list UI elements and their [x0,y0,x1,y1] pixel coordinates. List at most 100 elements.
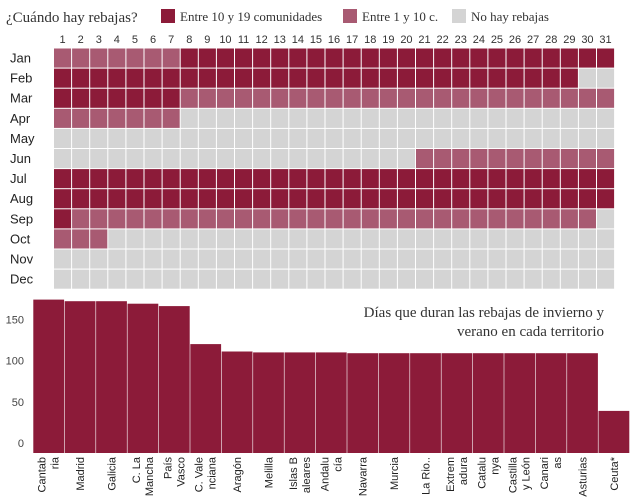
y-tick-label: 150 [6,314,24,326]
heatmap-cell [271,68,289,88]
month-label: Nov [10,252,34,267]
legend-label-all: Entre 10 y 19 comunidades [180,9,322,24]
heatmap-cell [379,149,397,169]
heatmap-cell [560,108,578,128]
heatmap-cell [397,108,415,128]
heatmap-cell [126,88,144,108]
heatmap-cell [235,229,253,249]
heatmap-cell [325,269,343,289]
heatmap-cell [506,88,524,108]
heatmap-cell [452,48,470,68]
heatmap-cell [597,48,615,68]
heatmap-cell [506,229,524,249]
month-label: Sep [10,211,33,226]
heatmap-cell [180,249,198,269]
heatmap-cell [542,169,560,189]
month-label: Jan [10,51,31,66]
heatmap-cell [434,209,452,229]
heatmap-cell [162,229,180,249]
category-label: Aragón [232,457,244,492]
heatmap-cell [379,68,397,88]
heatmap-cell [434,269,452,289]
day-label: 31 [599,34,611,46]
heatmap-cell [597,108,615,128]
heatmap-cell [361,169,379,189]
heatmap-cell [108,48,126,68]
heatmap-cell [452,269,470,289]
heatmap-cell [235,209,253,229]
heatmap-cell [361,149,379,169]
heatmap-cell [289,169,307,189]
heatmap-cell [379,269,397,289]
heatmap-cell [54,88,72,108]
heatmap-cell [289,249,307,269]
heatmap-cell [325,128,343,148]
heatmap-cell [144,88,162,108]
day-label: 1 [59,34,65,46]
heatmap-cell [289,88,307,108]
heatmap-cell [162,149,180,169]
heatmap-cell [162,108,180,128]
heatmap-cell [524,128,542,148]
heatmap-cell [54,108,72,128]
heatmap-cell [216,68,234,88]
heatmap-cell [253,128,271,148]
category-label: Galicia [107,456,119,491]
heatmap-cell [416,189,434,209]
heatmap-cell [162,269,180,289]
heatmap-cell [198,249,216,269]
heatmap-cell [144,269,162,289]
category-label: adura [458,456,470,485]
bar [347,353,379,453]
heatmap-cell [216,108,234,128]
day-label: 9 [204,34,210,46]
heatmap-cell [397,128,415,148]
heatmap-cell [597,229,615,249]
heatmap-cell [180,189,198,209]
heatmap-cell [90,189,108,209]
heatmap-cell [470,149,488,169]
month-label: Oct [10,231,31,246]
heatmap-cell [560,249,578,269]
heatmap-cell [325,209,343,229]
heatmap-cell [416,209,434,229]
heatmap-cell [343,88,361,108]
heatmap-cell [216,229,234,249]
heatmap-cell [72,149,90,169]
bar [33,299,65,453]
heatmap-cell [289,269,307,289]
heatmap-cell [361,229,379,249]
heatmap-cell [126,209,144,229]
heatmap-cell [162,48,180,68]
heatmap-cell [488,149,506,169]
heatmap-cell [307,229,325,249]
heatmap-cell [126,169,144,189]
heatmap-cell [90,169,108,189]
heatmap-cell [416,48,434,68]
heatmap-cell [271,269,289,289]
bar [96,301,127,453]
heatmap-cell [361,88,379,108]
heatmap-cell [108,269,126,289]
heatmap-cell [578,88,596,108]
heatmap-cell [524,169,542,189]
heatmap-cell [397,149,415,169]
y-tick-label: 0 [18,438,24,450]
heatmap-cell [470,189,488,209]
heatmap-cell [488,269,506,289]
heatmap-cell [343,249,361,269]
heatmap-cell [90,249,108,269]
heatmap-cell [452,128,470,148]
heatmap-cell [72,249,90,269]
heatmap-cell [470,229,488,249]
day-label: 7 [168,34,174,46]
heatmap-cell [72,88,90,108]
day-label: 30 [581,34,593,46]
heatmap-cell [180,229,198,249]
category-label: nciana [207,456,219,489]
heatmap-cell [72,108,90,128]
calendar-heatmap: 1 2 3 4 5 6 7 8 9 10 11 12 13 14 15 16 17 18 19 20 21 22 23 24 2… [10,34,615,289]
heatmap-cell [361,209,379,229]
heatmap-cell [289,189,307,209]
heatmap-cell [452,249,470,269]
